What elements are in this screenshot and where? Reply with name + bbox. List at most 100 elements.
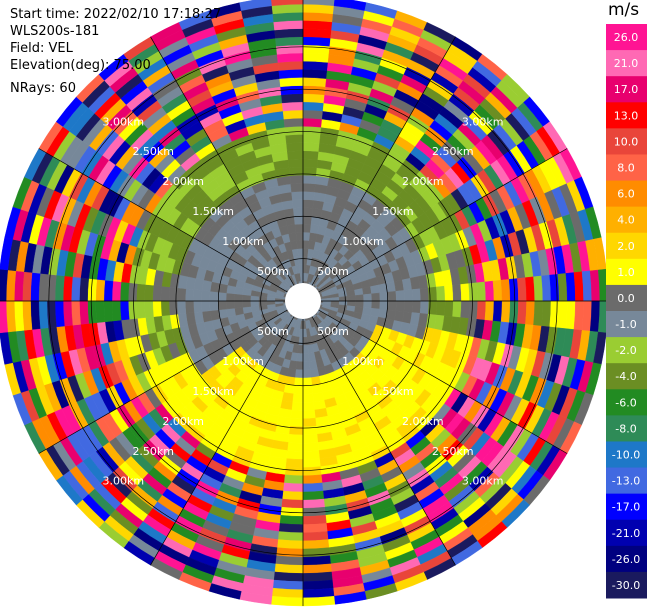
gate-cell: [287, 150, 304, 160]
gate-cell: [291, 191, 304, 201]
gate-cell: [302, 3, 335, 15]
gate-cell: [38, 300, 49, 329]
gate-cell: [119, 300, 130, 321]
colorbar-segment: [606, 467, 647, 495]
gate-cell: [302, 126, 322, 136]
colorbar-tick-label: -21.0: [612, 527, 640, 540]
gate-cell: [302, 515, 327, 525]
colorbar-tick-label: 1.0: [617, 266, 635, 279]
colorbar-tick-label: -2.0: [615, 344, 636, 357]
range-ring-label: 2.00km: [402, 175, 444, 188]
gate-cell: [419, 287, 430, 302]
gate-cell: [111, 280, 122, 302]
gate-cell: [272, 579, 304, 590]
gate-cell: [419, 300, 430, 315]
gate-cell: [302, 474, 323, 485]
colorbar-tick-label: 26.0: [614, 31, 639, 44]
gate-cell: [277, 60, 304, 71]
gate-cell: [152, 285, 162, 302]
colorbar-tick-label: -10.0: [612, 449, 640, 462]
gate-cell: [239, 0, 273, 11]
gate-cell: [225, 292, 235, 302]
gate-cell: [302, 191, 315, 201]
gate-cell: [302, 450, 320, 460]
gate-cell: [276, 539, 304, 550]
gate-cell: [302, 69, 328, 79]
gate-cell: [302, 36, 331, 47]
gate-cell: [295, 361, 304, 371]
gate-cell: [525, 300, 535, 326]
gate-cell: [565, 300, 576, 330]
gate-cell: [302, 587, 335, 599]
gate-cell: [386, 281, 396, 293]
gate-cell: [403, 300, 413, 313]
gate-cell: [287, 434, 304, 444]
gate-cell: [302, 531, 329, 542]
range-ring-label: 1.50km: [192, 385, 234, 398]
gate-cell: [266, 300, 276, 306]
gate-cell: [302, 117, 323, 128]
colorbar-tick-label: 8.0: [617, 162, 635, 175]
colorbar-tick-label: -13.0: [612, 475, 640, 488]
range-ring-label: 1.00km: [222, 355, 264, 368]
azimuth-spoke: [302, 300, 568, 454]
gate-cell: [226, 307, 236, 318]
colorbar-tick-label: -1.0: [615, 318, 636, 331]
gate-cell: [302, 93, 325, 104]
gate-cell: [152, 300, 162, 317]
gate-cell: [103, 300, 114, 323]
gate-cell: [271, 0, 304, 6]
colorbar-tick-label: 13.0: [614, 109, 639, 122]
gate-cell: [379, 291, 389, 302]
gate-cell: [176, 300, 187, 315]
colorbar-segment: [606, 154, 647, 182]
colorbar-segment: [606, 311, 647, 338]
gate-cell: [283, 474, 304, 485]
gate-cell: [292, 393, 304, 403]
gate-cell: [500, 279, 511, 302]
gate-cell: [302, 490, 325, 501]
gate-cell: [302, 77, 327, 87]
gate-cell: [295, 231, 304, 241]
gate-cell: [144, 300, 154, 318]
gate-cell: [525, 276, 535, 302]
gate-cell: [589, 269, 601, 302]
gate-cell: [302, 571, 333, 582]
gate-cell: [210, 309, 220, 321]
gate-cell: [302, 353, 310, 362]
gate-cell: [444, 300, 454, 317]
gate-cell: [395, 290, 405, 302]
gate-cell: [302, 401, 315, 411]
gate-cell: [355, 294, 364, 302]
gate-cell: [14, 270, 25, 302]
gate-cell: [284, 466, 304, 476]
gate-cell: [492, 300, 503, 323]
gate-cell: [286, 142, 304, 152]
gate-cell: [533, 275, 544, 302]
range-ring-label: 500m: [317, 325, 349, 338]
gate-cell: [290, 183, 304, 193]
gate-cell: [271, 3, 304, 15]
gate-cell: [452, 300, 462, 318]
gate-cell: [302, 158, 319, 168]
gate-cell: [95, 300, 106, 323]
gate-cell: [273, 20, 304, 31]
gate-cell: [274, 28, 304, 39]
gate-cell: [573, 271, 584, 302]
colorbar-tick-label: -17.0: [612, 501, 640, 514]
colorbar-tick-label: 2.0: [617, 240, 635, 253]
gate-cell: [225, 300, 235, 310]
gate-cell: [436, 285, 446, 302]
gate-cell: [565, 272, 576, 302]
colorbar-segment: [606, 50, 647, 77]
gate-cell: [309, 368, 320, 378]
gate-cell: [302, 523, 328, 533]
gate-cell: [302, 109, 324, 120]
colorbar-tick-label: 17.0: [614, 83, 639, 96]
gate-cell: [289, 174, 304, 185]
gate-cell: [128, 282, 138, 302]
gate-cell: [484, 300, 495, 322]
gate-cell: [302, 207, 313, 217]
gate-cell: [281, 101, 304, 112]
scan-info-panel: Start time: 2022/02/10 17:18:27 WLS200s-…: [10, 6, 221, 97]
